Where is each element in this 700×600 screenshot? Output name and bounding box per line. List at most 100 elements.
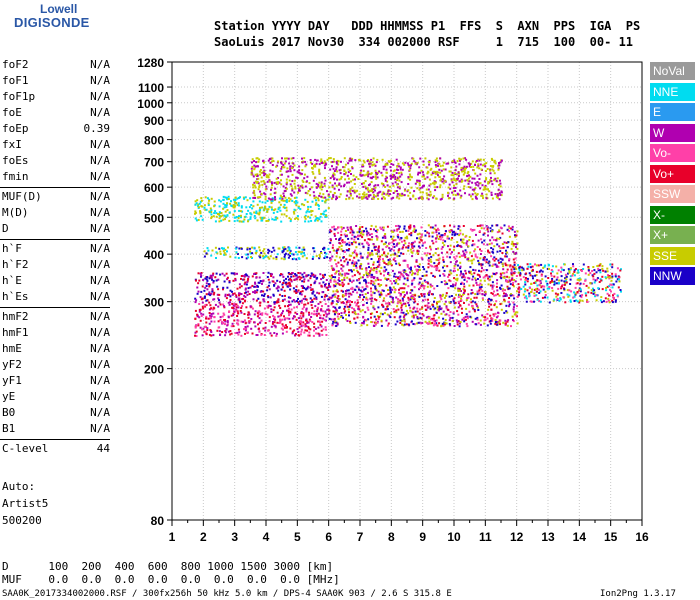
echo-point [455, 293, 458, 296]
echo-point [454, 257, 457, 260]
echo-point [340, 160, 342, 163]
echo-point [486, 324, 489, 327]
echo-point [348, 248, 351, 250]
echo-point [395, 158, 398, 161]
echo-point [432, 274, 435, 277]
echo-point [451, 171, 454, 174]
echo-point [492, 169, 495, 172]
echo-point [442, 293, 445, 296]
echo-point [299, 300, 302, 303]
echo-point [398, 278, 401, 281]
echo-point [354, 301, 356, 304]
echo-point [416, 270, 419, 273]
echo-point [396, 305, 399, 308]
echo-point [226, 209, 229, 212]
echo-point [485, 162, 488, 165]
echo-point [602, 300, 605, 303]
echo-point [269, 332, 272, 335]
echo-point [331, 323, 334, 326]
echo-point [364, 185, 367, 188]
echo-point [329, 168, 332, 171]
echo-point [197, 206, 200, 209]
echo-point [320, 184, 323, 187]
echo-point [463, 317, 465, 320]
echo-point [430, 260, 433, 263]
echo-point [416, 315, 419, 318]
echo-point [328, 186, 331, 189]
panel-separator [0, 439, 110, 440]
echo-point [421, 306, 424, 309]
echo-point [269, 305, 272, 308]
echo-point [362, 233, 365, 236]
echo-point [392, 239, 395, 242]
echo-point [424, 298, 427, 301]
echo-point [334, 272, 337, 275]
echo-point [231, 290, 233, 293]
echo-point [499, 286, 501, 289]
echo-point [213, 291, 216, 294]
echo-point [265, 255, 268, 258]
echo-point [370, 181, 373, 184]
echo-point [479, 282, 482, 285]
echo-point [406, 265, 409, 268]
echo-point [514, 234, 516, 237]
echo-point [370, 279, 373, 282]
echo-point [299, 185, 302, 188]
echo-point [467, 293, 470, 296]
echo-point [281, 286, 284, 289]
param-row: foEp 0.39 [2, 121, 110, 137]
echo-point [323, 182, 326, 185]
echo-point [232, 314, 235, 317]
echo-point [258, 321, 261, 324]
echo-point [251, 307, 254, 310]
echo-point [370, 321, 373, 323]
echo-point [210, 217, 213, 220]
echo-point [442, 161, 445, 164]
echo-point [259, 280, 262, 282]
param-row: foF1p N/A [2, 89, 110, 105]
echo-point [264, 173, 267, 176]
echo-point [385, 284, 388, 287]
echo-point [294, 217, 297, 220]
echo-point [422, 293, 425, 296]
echo-point [535, 294, 538, 297]
echo-point [451, 316, 454, 319]
echo-point [251, 207, 254, 210]
echo-point [320, 183, 323, 186]
echo-point [520, 288, 523, 290]
echo-point [511, 315, 514, 318]
echo-point [494, 312, 497, 315]
echo-point [404, 161, 407, 164]
echo-point [355, 264, 358, 267]
echo-point [509, 283, 512, 286]
echo-point [433, 265, 436, 268]
echo-point [238, 283, 241, 286]
echo-point [495, 306, 498, 309]
echo-point [279, 203, 282, 206]
echo-point [435, 237, 438, 240]
echo-point [442, 260, 445, 263]
echo-point [423, 287, 425, 290]
echo-point [215, 212, 218, 215]
echo-point [308, 313, 311, 316]
echo-point [397, 176, 400, 179]
echo-point [481, 241, 484, 244]
echo-point [512, 301, 515, 304]
echo-point [535, 288, 538, 291]
echo-point [555, 282, 558, 285]
echo-point [206, 197, 209, 200]
echo-point [418, 184, 421, 187]
echo-point [341, 228, 344, 231]
echo-point [387, 278, 390, 281]
echo-point [512, 294, 515, 297]
echo-point [341, 239, 344, 241]
echo-point [305, 325, 308, 328]
echo-point [453, 302, 456, 305]
echo-point [256, 203, 259, 206]
echo-point [436, 306, 439, 308]
echo-point [467, 186, 470, 188]
echo-point [364, 280, 367, 282]
echo-point [434, 161, 437, 164]
echo-point [425, 316, 428, 319]
echo-point [312, 334, 315, 337]
